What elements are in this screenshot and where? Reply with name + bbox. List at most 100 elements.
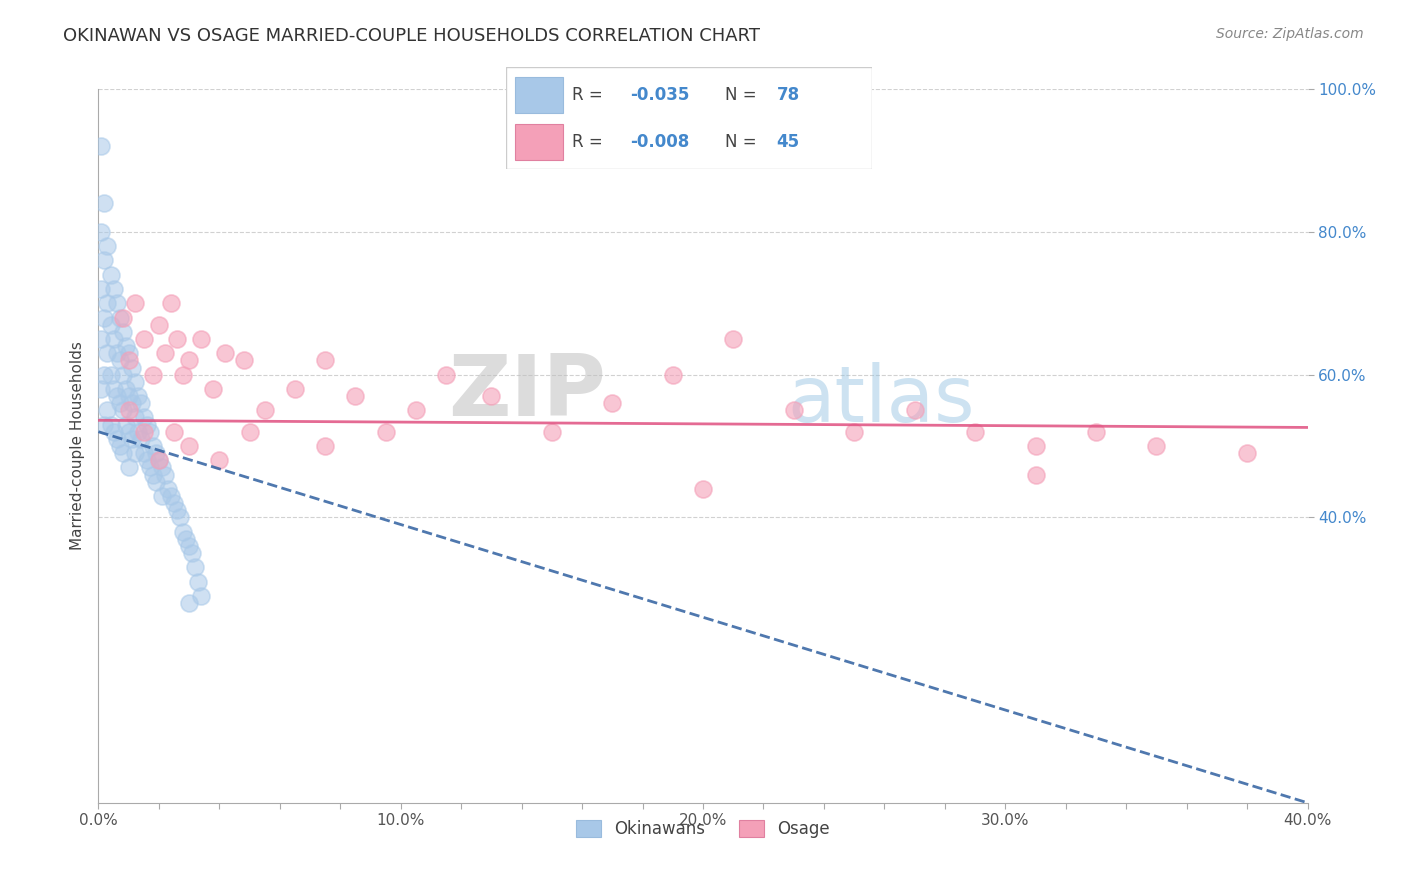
Point [692,482,714,496]
Point [156,482,179,496]
Point [93,368,115,382]
Point [166,503,188,517]
Point [105,432,128,446]
Point [148,318,170,332]
Point [124,296,146,310]
Point [132,425,155,439]
Point [111,325,134,339]
Point [344,389,367,403]
Point [481,389,503,403]
Point [253,403,276,417]
Point [214,346,236,360]
Point [108,439,131,453]
Point [93,196,115,211]
Point [132,410,155,425]
Point [179,539,201,553]
Point [132,446,155,460]
Point [111,368,134,382]
Point [103,332,125,346]
Point [90,382,112,396]
Point [90,225,112,239]
Point [1024,439,1046,453]
Point [114,417,136,432]
Point [121,432,143,446]
Point [93,417,115,432]
Point [284,382,307,396]
Point [166,332,188,346]
Point [111,403,134,417]
Point [602,396,624,410]
Point [100,318,122,332]
Point [93,310,115,325]
Point [132,332,155,346]
Point [90,332,112,346]
Point [163,425,186,439]
Point [172,524,194,539]
Text: ZIP: ZIP [449,351,606,434]
Point [135,417,157,432]
Text: Source: ZipAtlas.com: Source: ZipAtlas.com [1216,27,1364,41]
Point [160,489,183,503]
Point [124,375,146,389]
Text: -0.035: -0.035 [630,86,690,103]
Point [148,453,170,467]
Point [150,489,173,503]
Point [105,346,128,360]
Text: 45: 45 [776,133,800,151]
Point [142,368,165,382]
Point [181,546,204,560]
Point [405,403,427,417]
Point [174,532,197,546]
Point [127,389,149,403]
Point [434,368,457,382]
Point [103,425,125,439]
Text: 78: 78 [776,86,800,103]
Point [105,296,128,310]
Point [90,139,112,153]
Point [208,453,231,467]
Point [723,332,745,346]
Point [190,332,212,346]
Point [118,425,141,439]
Point [118,403,141,417]
Point [314,439,336,453]
Y-axis label: Married-couple Households: Married-couple Households [69,342,84,550]
Text: -0.008: -0.008 [630,133,690,151]
Point [111,446,134,460]
Point [190,589,212,603]
Point [96,403,118,417]
Point [118,346,141,360]
Point [374,425,396,439]
Point [184,560,207,574]
Point [118,353,141,368]
Point [314,353,336,368]
Point [169,510,191,524]
Point [139,460,162,475]
Point [118,389,141,403]
Point [111,310,134,325]
Point [239,425,262,439]
Point [103,382,125,396]
Point [965,425,987,439]
Point [108,310,131,325]
Point [129,432,152,446]
Point [153,467,176,482]
Point [163,496,186,510]
Point [232,353,254,368]
Point [96,296,118,310]
Point [100,268,122,282]
Point [127,425,149,439]
Point [153,346,176,360]
FancyBboxPatch shape [515,77,562,112]
Point [121,396,143,410]
Point [118,460,141,475]
Point [108,396,131,410]
Point [103,282,125,296]
Text: R =: R = [572,133,607,151]
Text: atlas: atlas [787,361,976,438]
Point [145,475,167,489]
FancyBboxPatch shape [506,67,872,169]
Point [150,460,173,475]
Point [1024,467,1046,482]
Point [96,346,118,360]
